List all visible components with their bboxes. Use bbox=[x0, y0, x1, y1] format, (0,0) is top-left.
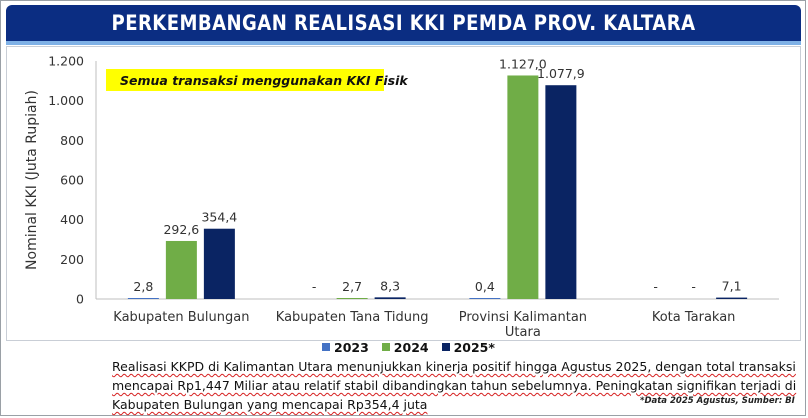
data-label: 2,7 bbox=[342, 279, 362, 294]
legend-item-2023: 2023 bbox=[322, 340, 369, 355]
data-label: 7,1 bbox=[722, 279, 742, 294]
legend-item-2024: 2024 bbox=[381, 339, 429, 355]
bar-2025-0 bbox=[203, 228, 235, 299]
legend-swatch-2023 bbox=[322, 343, 330, 351]
title-bar: PERKEMBANGAN REALISASI KKI PEMDA PROV. K… bbox=[6, 5, 801, 41]
note-highlight: Semua transaksi menggunakan KKI Fisik bbox=[106, 69, 408, 91]
bar-2025-1 bbox=[374, 297, 406, 299]
bar-2024-1 bbox=[336, 298, 368, 299]
y-axis-label: Nominal KKI (Juta Rupiah) bbox=[24, 90, 40, 270]
legend-item-2025: 2025* bbox=[441, 339, 495, 355]
y-tick-label: 1.000 bbox=[48, 93, 84, 108]
data-label: - bbox=[653, 279, 658, 294]
data-label: - bbox=[691, 279, 696, 294]
x-tick-label: Kabupaten Tana Tidung bbox=[276, 310, 429, 325]
legend-swatch-2025 bbox=[441, 343, 450, 351]
data-label: 8,3 bbox=[380, 278, 400, 293]
x-tick-label: Utara bbox=[505, 325, 541, 340]
data-label: 2,8 bbox=[133, 279, 153, 294]
bar-2023-2 bbox=[469, 298, 501, 299]
x-tick-label: Provinsi Kalimantan bbox=[459, 310, 587, 325]
source-note: *Data 2025 Agustus, Sumber: BI bbox=[640, 396, 795, 406]
y-tick-label: 800 bbox=[60, 133, 84, 148]
y-tick-label: 600 bbox=[60, 173, 84, 188]
legend-label-2024: 2024 bbox=[393, 339, 429, 355]
title-underline bbox=[6, 41, 801, 45]
note-text: Semua transaksi menggunakan KKI Fisik bbox=[120, 72, 408, 88]
data-label: 292,6 bbox=[163, 222, 199, 237]
legend-label-2023: 2023 bbox=[334, 339, 369, 355]
bar-2024-2 bbox=[507, 75, 539, 299]
legend: 2023 2024 2025* bbox=[322, 339, 495, 355]
legend-swatch-2024 bbox=[381, 343, 390, 351]
y-tick-label: 200 bbox=[60, 252, 84, 267]
y-tick-label: 0 bbox=[76, 292, 84, 307]
data-label: - bbox=[312, 279, 317, 294]
data-label: 354,4 bbox=[201, 210, 237, 225]
bar-2024-0 bbox=[165, 240, 197, 299]
legend-label-2025: 2025* bbox=[453, 339, 495, 355]
bar-2025-2 bbox=[545, 85, 577, 300]
chart-title: PERKEMBANGAN REALISASI KKI PEMDA PROV. K… bbox=[111, 11, 696, 35]
data-label: 1.127,0 bbox=[499, 56, 547, 71]
data-label: 1.077,9 bbox=[537, 66, 585, 81]
bar-2025-3 bbox=[716, 297, 748, 299]
chart-panel bbox=[6, 46, 801, 341]
y-tick-label: 400 bbox=[60, 212, 84, 227]
description-text: Realisasi KKPD di Kalimantan Utara menun… bbox=[112, 359, 797, 412]
y-tick-label: 1.200 bbox=[48, 54, 84, 69]
x-tick-label: Kota Tarakan bbox=[652, 310, 736, 325]
x-tick-label: Kabupaten Bulungan bbox=[113, 310, 249, 325]
bar-2023-0 bbox=[127, 298, 159, 299]
bar-chart: 0 200 400 600 800 1.000 1.200 Nominal KKI (Juta… bbox=[24, 54, 779, 340]
data-label: 0,4 bbox=[475, 279, 495, 294]
